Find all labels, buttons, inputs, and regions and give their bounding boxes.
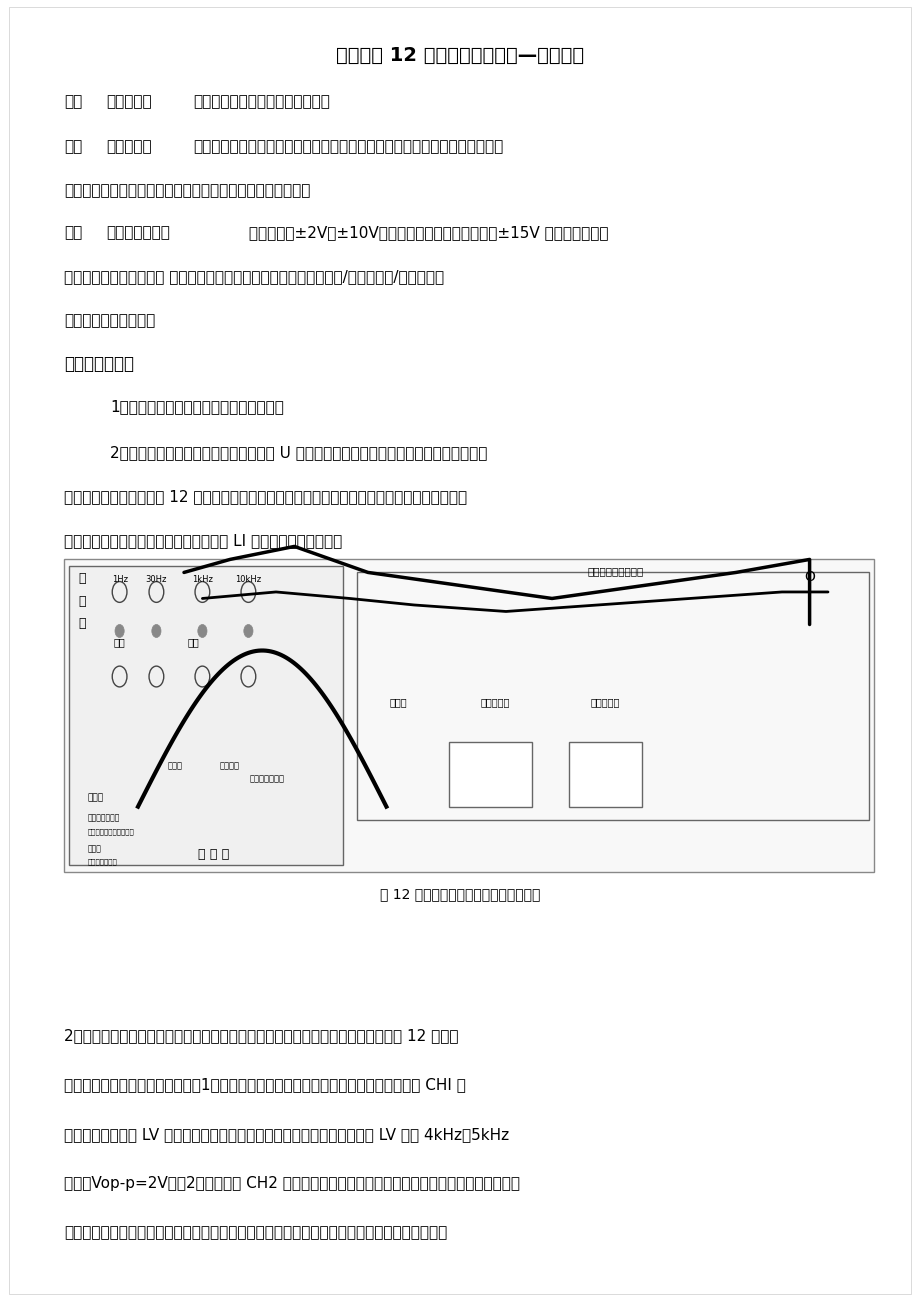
Text: 相敏检波器: 相敏检波器 (480, 697, 509, 708)
Text: 一、: 一、 (64, 94, 83, 109)
Text: 二、: 二、 (64, 139, 83, 155)
Text: 30Hz: 30Hz (145, 575, 167, 584)
Text: 传感器安装支架: 传感器安装支架 (87, 813, 119, 822)
Text: 1、相敏检波器电路调试：参考实操练习五: 1、相敏检波器电路调试：参考实操练习五 (110, 399, 284, 415)
Text: 由实验十一（差动变压器性能实验）基本原理可知，当差动变压器的衔铁连接: 由实验十一（差动变压器性能实验）基本原理可知，当差动变压器的衔铁连接 (193, 139, 503, 155)
Text: 基本原理：: 基本原理： (106, 139, 152, 155)
Text: 主机箱中的±2V～±10V（步进可调）直流稳压电源、±15V 直流稳压电源、: 主机箱中的±2V～±10V（步进可调）直流稳压电源、±15V 直流稳压电源、 (244, 225, 607, 241)
Text: 2、将音频振荡器和低频振荡器的幅度电位器逆时针轻轻转到底（幅度最小），接图 12 接线，: 2、将音频振荡器和低频振荡器的幅度电位器逆时针轻轻转到底（幅度最小），接图 12… (64, 1028, 459, 1043)
Bar (448, 742, 531, 807)
Text: 主: 主 (78, 572, 85, 585)
Text: 升降杆: 升降杆 (87, 844, 101, 853)
Text: 道监测音频振荡器 LV 的频率和幅值，调节音频振荡器的频率、幅度旋钮使 LV 输出 4kHz～5kHz: 道监测音频振荡器 LV 的频率和幅值，调节音频振荡器的频率、幅度旋钮使 LV 输… (64, 1127, 509, 1142)
Text: 图 12 差动变压器振动测量安装、接线图: 图 12 差动变压器振动测量安装、接线图 (380, 887, 539, 902)
Text: 机: 机 (78, 595, 85, 608)
Circle shape (115, 624, 124, 637)
Text: 并调整好有关部分，调整如下：（1）检查接线无误后，合上主机箱电源开关，用示波器 CHI 通: 并调整好有关部分，调整如下：（1）检查接线无误后，合上主机箱电源开关，用示波器 … (64, 1077, 466, 1093)
Text: 左右，Vop-p=2V。（2）用示波器 CH2 通道观察相敏检波器输出（图中低通滤波器输出中接的示波: 左右，Vop-p=2V。（2）用示波器 CH2 通道观察相敏检波器输出（图中低通… (64, 1176, 520, 1192)
Circle shape (244, 624, 253, 637)
Text: 升降杆锁紧螺丝: 升降杆锁紧螺丝 (87, 859, 117, 865)
Bar (69, 566, 343, 865)
Text: 2、将差动变压器卡在传感器安装支架的 U 型槽上并拧紧差动变压器的夹紧螺母，再安装到: 2、将差动变压器卡在传感器安装支架的 U 型槽上并拧紧差动变压器的夹紧螺母，再安… (110, 445, 487, 461)
Text: 箱: 箱 (78, 617, 85, 630)
Text: 四、测试步骤：: 四、测试步骤： (64, 355, 134, 373)
Circle shape (198, 624, 207, 637)
Text: 应变输出: 应变输出 (220, 761, 240, 770)
Text: 需用器件与单元: 需用器件与单元 (106, 225, 169, 241)
Text: 振动源的升降杆上，如图 12 所示。调整传感器安装支架使差动变压器的衔铁连杆与振动台接触，: 振动源的升降杆上，如图 12 所示。调整传感器安装支架使差动变压器的衔铁连杆与振… (64, 489, 467, 505)
Text: 幅度: 幅度 (114, 637, 125, 648)
Text: 三、: 三、 (64, 225, 83, 241)
Text: 传感器安装支架压紧螺帽: 传感器安装支架压紧螺帽 (87, 829, 134, 835)
Text: 振动台: 振动台 (87, 794, 104, 803)
Text: 振动源、双踪示波器。: 振动源、双踪示波器。 (64, 314, 155, 329)
Text: O: O (803, 570, 814, 584)
Text: 低输入: 低输入 (167, 761, 182, 770)
Text: 幅度: 幅度 (187, 637, 199, 648)
Text: 了解差动变压器测量振动的方法。: 了解差动变压器测量振动的方法。 (193, 94, 330, 109)
Text: 1Hz: 1Hz (111, 575, 128, 584)
Text: 移相器: 移相器 (389, 697, 407, 708)
Text: 振 动 源: 振 动 源 (198, 848, 229, 861)
Bar (568, 742, 641, 807)
Text: 测试目的：: 测试目的： (106, 94, 152, 109)
Text: 再调节升降杆使差动变压器衔铁大约处于 LI 初级线圈的中点位置。: 再调节升降杆使差动变压器衔铁大约处于 LI 初级线圈的中点位置。 (64, 533, 342, 549)
Text: 低通滤波器: 低通滤波器 (590, 697, 619, 708)
Text: 1kHz: 1kHz (192, 575, 212, 584)
Text: 音频振荡器、低频振荡器 差动变压器、差动变压器实验模板、移相器/相敏检波器/滤波器模板: 音频振荡器、低频振荡器 差动变压器、差动变压器实验模板、移相器/相敏检波器/滤波… (64, 269, 444, 285)
Text: 差动变压器实验模板: 差动变压器实验模板 (586, 566, 643, 576)
Text: 10kHz: 10kHz (235, 575, 261, 584)
Bar (357, 572, 868, 820)
Circle shape (152, 624, 161, 637)
Text: 器改接到相敏检波器输出），用手往下按住振动平台（让传感器产生一个大位移）仔细调节移相: 器改接到相敏检波器输出），用手往下按住振动平台（让传感器产生一个大位移）仔细调节… (64, 1226, 448, 1241)
Bar (64, 559, 873, 872)
Text: 实操练习 12 差动变压器的应用—振动测量: 实操练习 12 差动变压器的应用—振动测量 (335, 46, 584, 65)
Text: 差动变压器引线: 差动变压器引线 (249, 774, 284, 783)
Text: 杆与被测体接触连接时就能检测到被测体的位移变化或振动。: 杆与被测体接触连接时就能检测到被测体的位移变化或振动。 (64, 183, 311, 199)
